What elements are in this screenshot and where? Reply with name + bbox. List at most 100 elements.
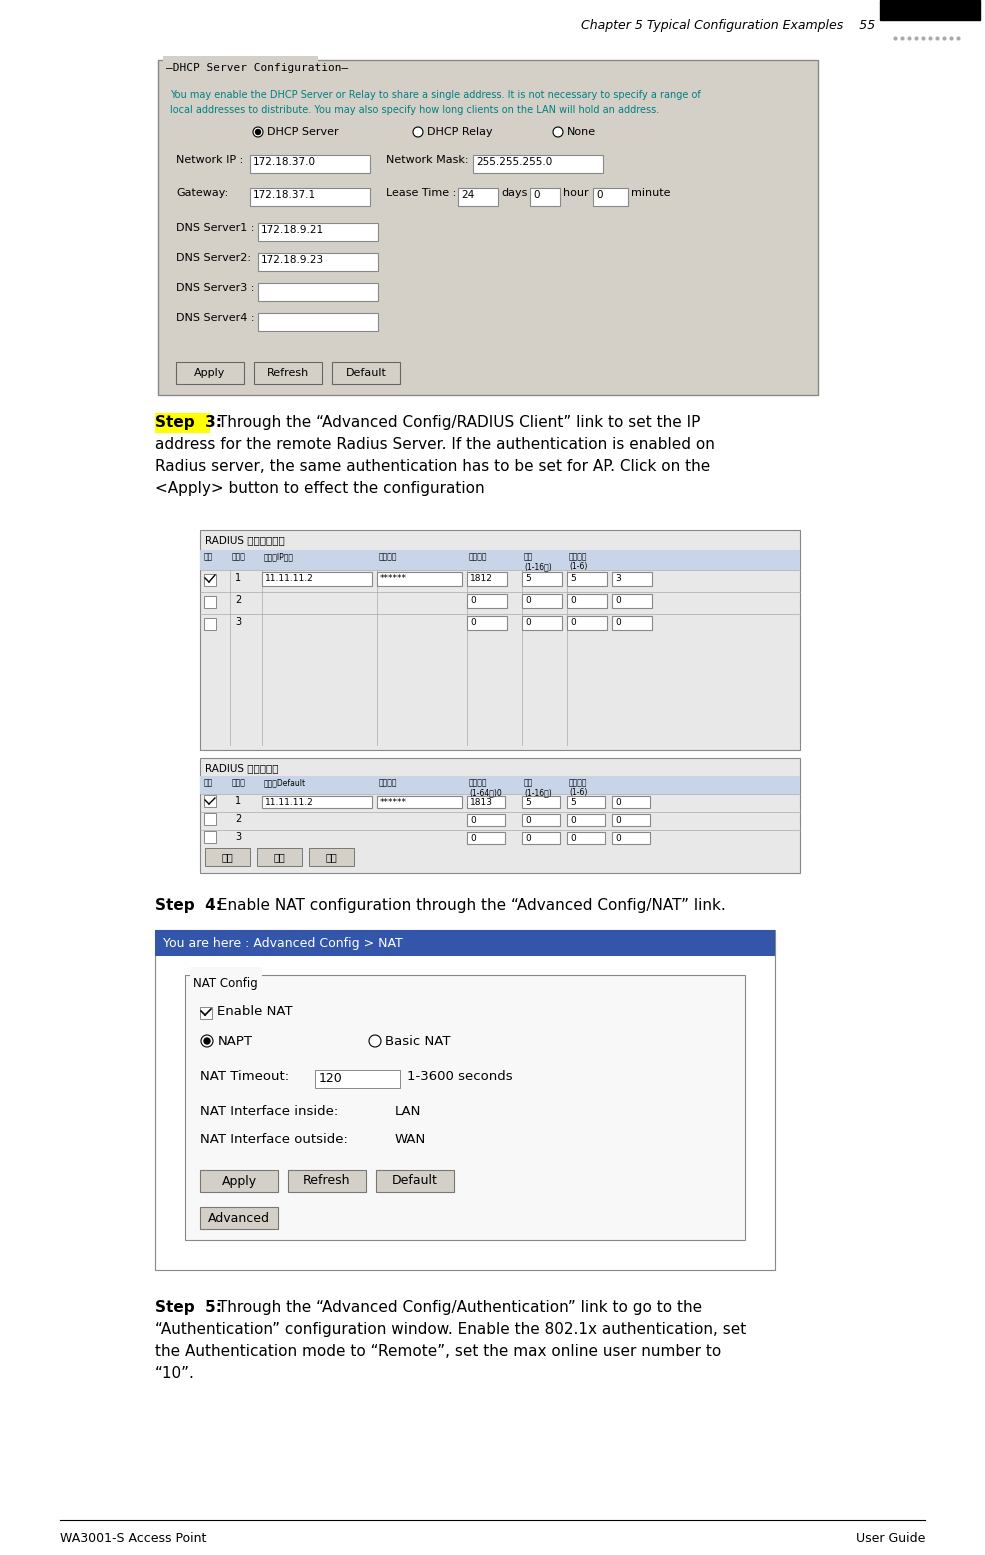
Bar xyxy=(163,56,318,70)
Bar xyxy=(522,813,560,826)
Bar xyxy=(200,530,800,750)
Text: “10”.: “10”. xyxy=(155,1365,195,1381)
Bar xyxy=(288,1169,366,1193)
Text: “Authentication” configuration window. Enable the 802.1x authentication, set: “Authentication” configuration window. E… xyxy=(155,1322,747,1337)
Bar xyxy=(377,796,462,809)
Text: 应用: 应用 xyxy=(221,852,232,861)
Text: 认证密码: 认证密码 xyxy=(379,552,398,561)
Circle shape xyxy=(413,128,423,137)
Text: Through the “Advanced Config/RADIUS Client” link to set the IP: Through the “Advanced Config/RADIUS Clie… xyxy=(213,415,700,431)
Text: 0: 0 xyxy=(525,816,531,826)
Bar xyxy=(257,847,302,866)
Text: 0: 0 xyxy=(570,833,576,843)
Bar xyxy=(155,930,775,956)
Text: 0: 0 xyxy=(470,617,476,627)
Text: days: days xyxy=(501,188,527,197)
Bar xyxy=(258,253,378,271)
Text: 0: 0 xyxy=(570,816,576,826)
Text: 11.11.11.2: 11.11.11.2 xyxy=(265,574,314,583)
Bar xyxy=(200,550,800,571)
Text: 0: 0 xyxy=(533,190,540,201)
Text: 优先级: 优先级 xyxy=(232,552,246,561)
Bar xyxy=(200,776,800,795)
Text: 172.18.37.1: 172.18.37.1 xyxy=(253,190,316,201)
Text: DNS Server4 :: DNS Server4 : xyxy=(176,313,254,323)
Bar xyxy=(467,594,507,608)
Text: NAT Interface inside:: NAT Interface inside: xyxy=(200,1106,338,1118)
Text: 0: 0 xyxy=(615,798,621,807)
Bar xyxy=(185,975,745,1239)
Bar xyxy=(567,813,605,826)
Text: DNS Server2:: DNS Server2: xyxy=(176,253,251,263)
Bar xyxy=(467,572,507,586)
Bar xyxy=(315,1070,400,1088)
Bar xyxy=(377,572,462,586)
Text: RADIUS 讨费服务器: RADIUS 讨费服务器 xyxy=(205,764,279,773)
Bar xyxy=(567,796,605,809)
Text: 11.11.11.2: 11.11.11.2 xyxy=(265,798,314,807)
Text: 应用: 应用 xyxy=(204,552,213,561)
Bar xyxy=(204,617,216,630)
Bar xyxy=(612,832,650,844)
Text: Step  5:: Step 5: xyxy=(155,1300,222,1316)
Bar xyxy=(530,188,560,205)
Text: You may enable the DHCP Server or Relay to share a single address. It is not nec: You may enable the DHCP Server or Relay … xyxy=(170,90,700,100)
Text: 认证
(1-16位): 认证 (1-16位) xyxy=(524,552,552,571)
Text: Enable NAT configuration through the “Advanced Config/NAT” link.: Enable NAT configuration through the “Ad… xyxy=(213,897,726,913)
Bar xyxy=(567,594,607,608)
Bar xyxy=(200,1169,278,1193)
Text: NAT Config: NAT Config xyxy=(193,977,258,991)
Bar xyxy=(200,1207,278,1228)
Text: 最高次数
(1-6): 最高次数 (1-6) xyxy=(569,552,587,571)
Text: Refresh: Refresh xyxy=(303,1174,351,1188)
Text: 0: 0 xyxy=(470,816,476,826)
Text: local addresses to distribute. You may also specify how long clients on the LAN : local addresses to distribute. You may a… xyxy=(170,106,659,115)
Text: –DHCP Server Configuration—: –DHCP Server Configuration— xyxy=(166,64,349,73)
Text: DNS Server1 :: DNS Server1 : xyxy=(176,222,254,233)
Bar xyxy=(567,616,607,630)
Bar xyxy=(332,362,400,384)
Text: 服务器Default: 服务器Default xyxy=(264,778,306,787)
Bar xyxy=(250,188,370,205)
Text: 新入: 新入 xyxy=(325,852,337,861)
Bar xyxy=(467,616,507,630)
Text: LAN: LAN xyxy=(395,1106,422,1118)
Bar xyxy=(204,795,216,807)
Bar xyxy=(467,813,505,826)
Bar xyxy=(155,414,210,432)
Bar xyxy=(522,616,562,630)
Bar xyxy=(593,188,628,205)
Bar xyxy=(258,313,378,331)
Text: None: None xyxy=(567,128,596,137)
Text: 5: 5 xyxy=(570,574,576,583)
Text: 认证端口: 认证端口 xyxy=(469,552,488,561)
Bar xyxy=(376,1169,454,1193)
Text: DHCP Relay: DHCP Relay xyxy=(427,128,492,137)
Text: 1: 1 xyxy=(235,572,241,583)
Text: 0: 0 xyxy=(525,617,531,627)
Bar xyxy=(204,830,216,843)
Text: NAPT: NAPT xyxy=(218,1036,253,1048)
Text: 计费端口
(1-64位)0: 计费端口 (1-64位)0 xyxy=(469,778,501,798)
Bar xyxy=(473,156,603,173)
Text: 0: 0 xyxy=(615,816,621,826)
Bar xyxy=(467,832,505,844)
Text: the Authentication mode to “Remote”, set the max online user number to: the Authentication mode to “Remote”, set… xyxy=(155,1344,721,1359)
Text: <Apply> button to effect the configuration: <Apply> button to effect the configurati… xyxy=(155,480,485,496)
Text: Through the “Advanced Config/Authentication” link to go to the: Through the “Advanced Config/Authenticat… xyxy=(213,1300,702,1316)
Text: 0: 0 xyxy=(615,617,621,627)
Bar xyxy=(567,832,605,844)
Bar xyxy=(612,813,650,826)
Bar xyxy=(205,847,250,866)
Bar xyxy=(522,572,562,586)
Text: DNS Server3 :: DNS Server3 : xyxy=(176,283,254,292)
Text: User Guide: User Guide xyxy=(856,1532,925,1546)
Text: Radius server, the same authentication has to be set for AP. Click on the: Radius server, the same authentication h… xyxy=(155,459,710,474)
Circle shape xyxy=(255,129,260,134)
Text: WA3001-S Access Point: WA3001-S Access Point xyxy=(60,1532,207,1546)
Text: 1: 1 xyxy=(235,796,241,805)
Text: Basic NAT: Basic NAT xyxy=(385,1036,450,1048)
Text: Apply: Apply xyxy=(194,369,226,378)
Text: NAT Timeout:: NAT Timeout: xyxy=(200,1070,290,1082)
Text: 计费密码: 计费密码 xyxy=(379,778,398,787)
